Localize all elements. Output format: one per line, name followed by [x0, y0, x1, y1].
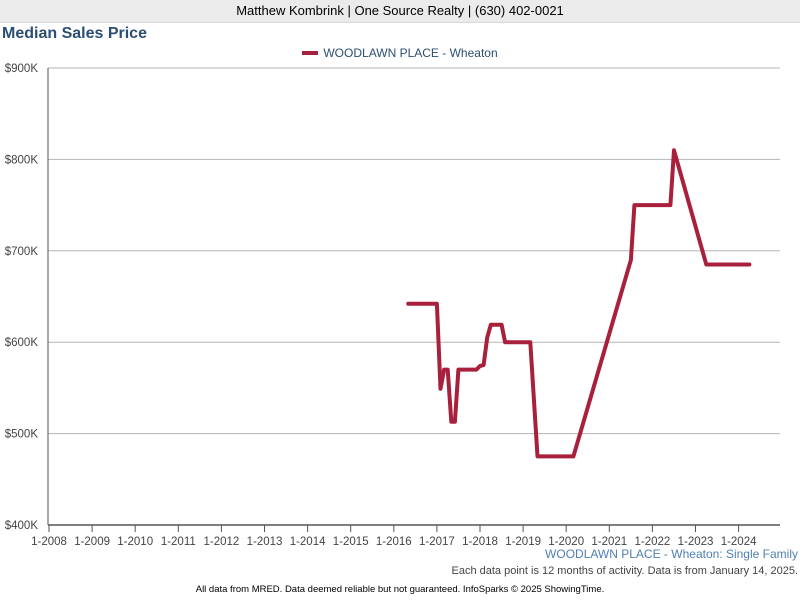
footer-disclaimer: All data from MRED. Data deemed reliable…: [195, 584, 605, 595]
x-tick-label: 1-2016: [376, 536, 412, 548]
x-axis: 1-2008 1-2009 1-2010 1-2011 1-2012 1-2013 1-20…: [31, 68, 780, 548]
x-tick-label: 1-2012: [203, 536, 239, 548]
y-tick-label: $900K: [5, 63, 39, 75]
data-note: Each data point is 12 months of activity…: [451, 565, 798, 577]
x-tick-label: 1-2023: [678, 536, 714, 548]
data-point: [482, 363, 486, 367]
data-point: [704, 263, 708, 267]
x-tick-label: 1-2010: [117, 536, 153, 548]
x-tick-label: 1-2011: [161, 536, 196, 548]
data-point: [474, 368, 478, 372]
x-tick-label: 1-2022: [634, 536, 670, 548]
data-point: [489, 323, 493, 327]
grid-lines: [48, 67, 780, 435]
y-tick-label: $800K: [5, 154, 39, 166]
data-point: [629, 258, 633, 262]
x-tick-label: 1-2018: [462, 536, 498, 548]
chart-title: Median Sales Price: [2, 25, 147, 42]
data-point: [500, 323, 504, 327]
legend-label: WOODLAWN PLACE - Wheaton: [323, 46, 498, 60]
data-point: [528, 340, 532, 344]
data-point: [632, 203, 636, 207]
data-point: [478, 364, 482, 368]
data-point: [435, 302, 439, 306]
data-point: [485, 336, 489, 340]
y-tick-label: $500K: [5, 429, 39, 441]
data-point: [406, 302, 410, 306]
x-tick-label: 1-2009: [74, 536, 110, 548]
series-line: [406, 148, 752, 459]
data-point: [672, 148, 676, 152]
x-tick-label: 1-2017: [419, 536, 455, 548]
x-tick-label: 1-2024: [721, 536, 757, 548]
y-axis-ticks: $400K $500K $600K $700K $800K $900K: [5, 63, 39, 532]
data-point: [747, 263, 751, 267]
data-point: [535, 454, 539, 458]
data-point: [456, 368, 460, 372]
data-point: [571, 454, 575, 458]
data-point: [453, 420, 457, 424]
data-point: [449, 420, 453, 424]
data-point: [503, 340, 507, 344]
x-tick-label: 1-2015: [333, 536, 369, 548]
chart-legend[interactable]: WOODLAWN PLACE - Wheaton: [0, 46, 800, 60]
y-tick-label: $700K: [5, 246, 39, 258]
x-tick-label: 1-2013: [247, 536, 283, 548]
x-tick-label: 1-2008: [31, 536, 67, 548]
x-tick-label: 1-2019: [505, 536, 541, 548]
series-caption: WOODLAWN PLACE - Wheaton: Single Family: [545, 547, 798, 561]
series-group: [406, 148, 752, 459]
x-tick-label: 1-2020: [548, 536, 584, 548]
legend-swatch: [302, 50, 319, 55]
agent-header: Matthew Kombrink | One Source Realty | (…: [0, 0, 800, 23]
data-point: [442, 368, 446, 372]
data-point: [446, 368, 450, 372]
x-tick-label: 1-2021: [591, 536, 627, 548]
x-tick-label: 1-2014: [290, 536, 326, 548]
data-point: [668, 203, 672, 207]
y-tick-label: $400K: [5, 520, 39, 532]
y-tick-label: $600K: [5, 337, 39, 349]
data-point: [438, 387, 442, 391]
